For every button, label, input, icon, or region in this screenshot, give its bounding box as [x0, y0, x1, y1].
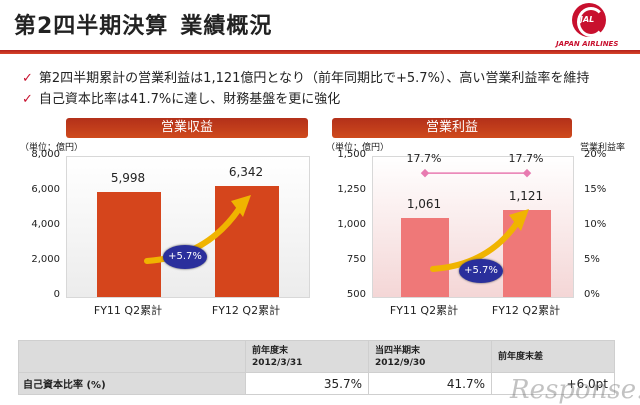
y2-tick-label: 0%: [584, 289, 600, 300]
x-tick-label: FY12 Q2累計: [491, 304, 561, 317]
bullet-text: 第2四半期累計の営業利益は1,121億円となり（前年同期比で+5.7%）、高い営…: [38, 71, 590, 86]
y-tick-label: 6,000: [31, 184, 60, 195]
x-tick-label: FY12 Q2累計: [211, 304, 281, 317]
operating-profit-chart-title: 営業利益: [332, 118, 572, 138]
bullet-item: ✓ 第2四半期累計の営業利益は1,121億円となり（前年同期比で+5.7%）、高い…: [22, 67, 589, 86]
margin-label: 17.7%: [406, 152, 442, 166]
arrow-head: [231, 195, 251, 217]
arrow-shaft: [430, 220, 520, 272]
table-row-label: 自己資本比率 (%): [18, 372, 246, 395]
profit-unit-label: （単位：億円）: [326, 143, 390, 153]
growth-badge: +5.7%: [163, 245, 207, 269]
table-header: 当四半期末 2012/9/30: [368, 340, 492, 373]
y-tick-label: 1,500: [337, 149, 366, 160]
revenue-plot-area: +5.7%: [66, 156, 310, 298]
y-tick-label: 2,000: [31, 254, 60, 265]
margin-label: 17.7%: [508, 152, 544, 166]
y-tick-label: 500: [346, 289, 366, 300]
arrow-head: [509, 209, 529, 231]
data-label: 1,061: [406, 197, 442, 212]
table-corner: [18, 340, 246, 373]
growth-arrow-icon: [144, 195, 251, 264]
bullet-item: ✓ 自己資本比率は41.7%に達し、財務基盤を更に強化: [22, 88, 340, 107]
bar: [503, 210, 551, 297]
growth-arrow-icon: [420, 168, 532, 272]
bullet-text: 自己資本比率は41.7%に達し、財務基盤を更に強化: [38, 92, 341, 107]
data-label: 5,998: [110, 171, 146, 186]
revenue-chart-title: 営業収益: [66, 118, 308, 138]
table-cell: +6.0pt: [491, 372, 615, 395]
logo-mark-text: JAL: [580, 15, 595, 24]
data-label: 1,121: [508, 189, 544, 204]
y-tick-label: 0: [53, 289, 60, 300]
y-tick-label: 750: [346, 254, 366, 265]
y-tick-label: 8,000: [31, 149, 60, 160]
y-tick-label: 4,000: [31, 219, 60, 230]
check-icon: ✓: [22, 92, 33, 107]
arrow-shaft: [144, 206, 242, 264]
growth-badge: +5.7%: [459, 259, 503, 283]
table-cell: 41.7%: [368, 372, 492, 395]
y2-tick-label: 15%: [584, 184, 607, 195]
page-title: 第2四半期決算 業績概況: [14, 8, 272, 40]
table-header: 前年度末差: [491, 340, 615, 373]
profit-margin-axis-label: 営業利益率: [580, 143, 626, 153]
title-main: 第2四半期決算: [14, 14, 169, 39]
x-tick-label: FY11 Q2累計: [389, 304, 459, 317]
table-cell: 35.7%: [245, 372, 369, 395]
header-rule: [0, 50, 640, 54]
title-sub: 業績概況: [180, 14, 273, 39]
data-label: 6,342: [228, 165, 264, 179]
y2-tick-label: 20%: [584, 149, 607, 160]
margin-point: [522, 168, 532, 178]
y-tick-label: 1,000: [337, 219, 366, 230]
x-tick-label: FY11 Q2累計: [93, 304, 163, 317]
bar: [401, 218, 449, 297]
margin-point: [420, 168, 430, 178]
y2-tick-label: 10%: [584, 219, 607, 230]
revenue-unit-label: （単位：億円）: [20, 143, 84, 153]
equity-ratio-table: 前年度末 2012/3/31 当四半期末 2012/9/30 前年度末差 自己資本比…: [18, 340, 615, 395]
table-header: 前年度末 2012/3/31: [245, 340, 369, 373]
check-icon: ✓: [22, 71, 33, 86]
y-tick-label: 1,250: [337, 184, 366, 195]
bar: [97, 192, 161, 297]
watermark: Response.: [510, 375, 640, 405]
jal-crane-logo-icon: JAL: [572, 3, 606, 37]
y2-tick-label: 5%: [584, 254, 600, 265]
profit-plot-area: +5.7%: [372, 156, 574, 298]
logo-text: JAPAN AIRLINES: [556, 40, 619, 48]
